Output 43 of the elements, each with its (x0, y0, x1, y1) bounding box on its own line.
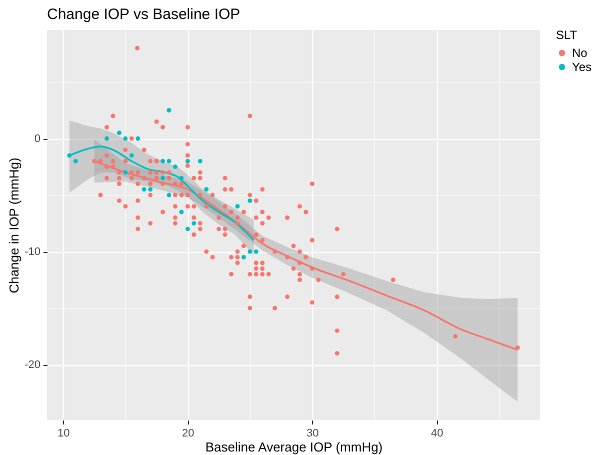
point (166, 158, 172, 164)
x-tick-label: 20 (182, 428, 194, 440)
x-axis-title: Baseline Average IOP (mmHg) (205, 440, 383, 454)
point (129, 153, 134, 158)
chart-title: Change IOP vs Baseline IOP (47, 6, 240, 23)
legend-label: Yes (572, 60, 592, 74)
point (179, 210, 184, 214)
point (116, 130, 122, 136)
y-tick-label: -10 (24, 246, 40, 258)
point (192, 221, 196, 226)
point (166, 192, 172, 198)
x-tick-label: 10 (58, 428, 70, 440)
point (172, 164, 178, 170)
point (160, 176, 166, 180)
point (160, 158, 166, 164)
line-series (68, 146, 255, 242)
y-tick-label: 0 (34, 133, 40, 146)
legend-label: No (572, 46, 588, 60)
point (123, 170, 128, 175)
point (179, 176, 184, 180)
point (148, 187, 153, 192)
point (73, 158, 78, 164)
point (123, 136, 128, 141)
x-tick-label: 30 (306, 428, 319, 440)
x-tick-label: 40 (431, 428, 444, 440)
point (248, 198, 252, 203)
point (235, 204, 240, 209)
point (198, 158, 202, 164)
point (185, 158, 190, 164)
point (248, 249, 252, 254)
point (136, 136, 140, 141)
point (166, 108, 172, 112)
point (241, 254, 246, 260)
line-series (93, 160, 518, 351)
legend-title: SLT (556, 28, 578, 42)
point (67, 153, 72, 158)
point (204, 187, 209, 192)
point (104, 136, 109, 141)
point (185, 226, 190, 232)
y-tick-label: -20 (24, 359, 40, 372)
point (142, 187, 146, 192)
point (254, 249, 258, 254)
y-axis-title: Change in IOP (mmHg) (6, 158, 22, 294)
